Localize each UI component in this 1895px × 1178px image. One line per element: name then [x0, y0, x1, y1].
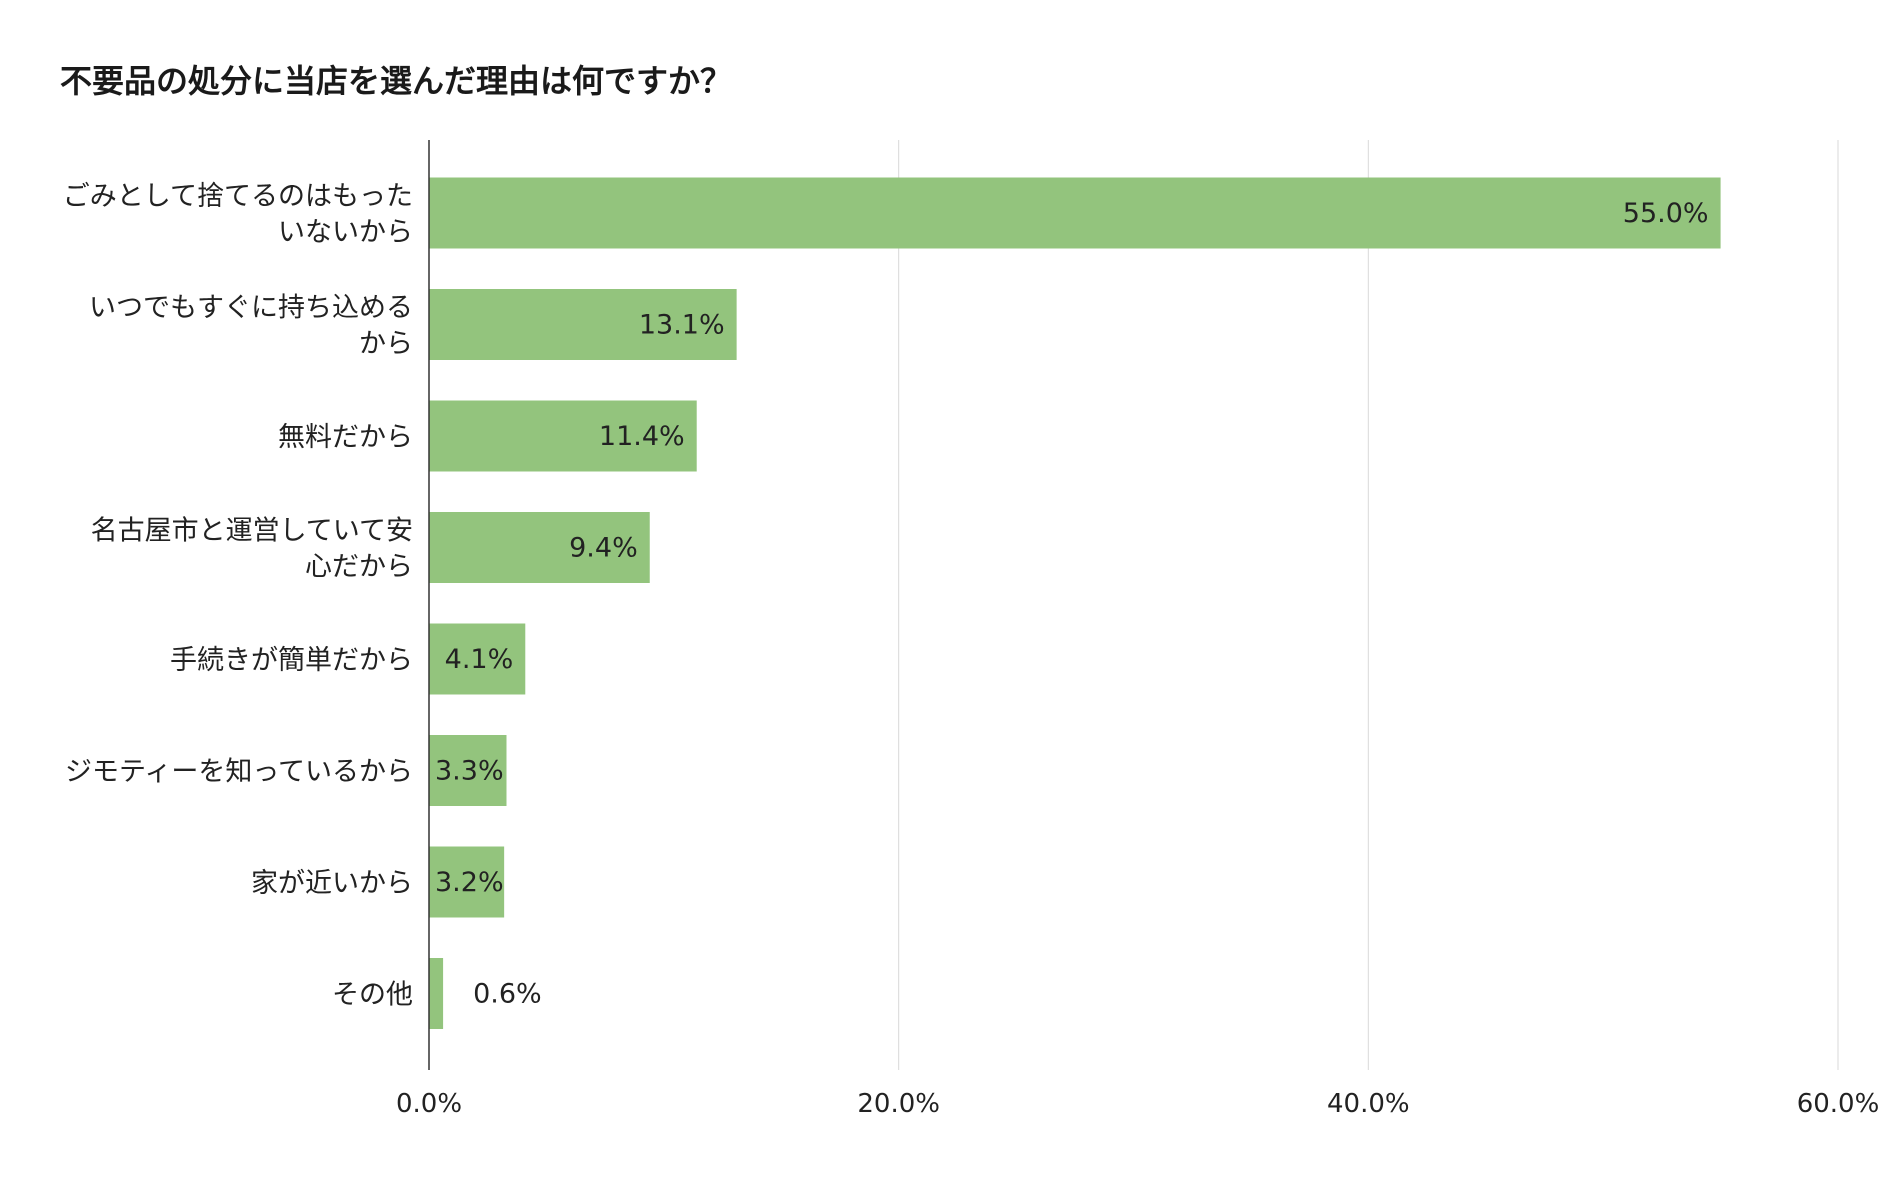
- x-tick-label: 40.0%: [1327, 1089, 1410, 1119]
- category-label: その他: [332, 980, 413, 1011]
- bar: [429, 846, 505, 918]
- bar: [429, 289, 737, 360]
- x-tick-label: 60.0%: [1797, 1089, 1880, 1119]
- data-label: 9.4%: [569, 533, 638, 564]
- category-label: 無料だから: [278, 422, 413, 453]
- category-label: 心だから: [305, 552, 413, 583]
- bar: [429, 400, 697, 472]
- data-label: 55.0%: [1623, 198, 1709, 229]
- data-label: 4.1%: [445, 644, 514, 675]
- data-label: 13.1%: [639, 310, 725, 341]
- category-label: ごみとして捨てるのはもった: [63, 181, 413, 212]
- bar: [429, 958, 444, 1029]
- category-label: いつでもすぐに持ち込める: [89, 293, 413, 324]
- category-label: 名古屋市と運営していて安: [91, 516, 413, 547]
- category-label: 家が近いから: [251, 868, 413, 899]
- category-label: いないから: [278, 217, 413, 248]
- category-label: から: [359, 329, 413, 360]
- x-tick-label: 20.0%: [857, 1089, 940, 1119]
- bar: [429, 512, 650, 583]
- category-label: 手続きが簡単だから: [170, 645, 413, 676]
- data-label: 0.6%: [473, 979, 542, 1010]
- category-label: ジモティーを知っているから: [65, 757, 413, 788]
- bar: [429, 623, 526, 695]
- bar: [429, 735, 507, 806]
- x-tick-label: 0.0%: [396, 1089, 462, 1119]
- data-label: 11.4%: [599, 421, 685, 452]
- data-label: 3.3%: [435, 756, 504, 787]
- bar: [429, 177, 1721, 249]
- data-label: 3.2%: [435, 867, 504, 898]
- chart-title: 不要品の処分に当店を選んだ理由は何ですか？: [60, 62, 733, 100]
